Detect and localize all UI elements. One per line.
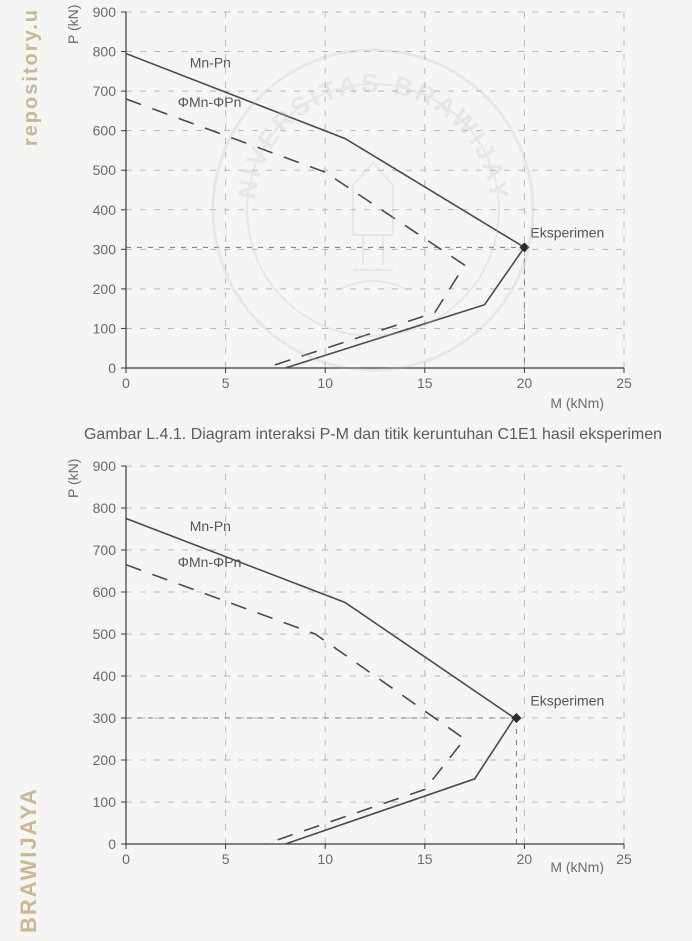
y-tick-label: 400 (93, 668, 117, 684)
marker-label: Eksperimen (530, 692, 604, 708)
x-tick-label: 0 (122, 851, 130, 867)
x-tick-label: 25 (616, 375, 632, 391)
y-tick-label: 300 (93, 241, 117, 257)
y-tick-label: 700 (93, 83, 117, 99)
y-tick-label: 0 (108, 836, 116, 852)
watermark-bottom-text: BRAWIJAYA (16, 787, 42, 933)
y-tick-label: 100 (93, 794, 117, 810)
y-axis-label: P (kN) (65, 459, 81, 498)
grid-h (126, 466, 624, 802)
page: 01002003004005006007008009000510152025P … (54, 0, 692, 941)
x-tick-label: 5 (222, 375, 230, 391)
series-label-Mn-Pn: Mn-Pn (190, 54, 231, 70)
chart1-wrap: 0 100 200 300 400 500 600 700 800 900 0 5 10 15 20 25 P … (54, 0, 692, 420)
grid-v (226, 12, 624, 368)
y-tick-label: 500 (93, 162, 117, 178)
y-tick-label: 800 (93, 500, 117, 516)
x-tick-label: 20 (517, 375, 533, 391)
watermark-sidebar: repository.u BRAWIJAYA (10, 0, 46, 941)
x-axis-label: M (kNm) (550, 395, 604, 411)
grid-v (226, 466, 624, 844)
y-tick-label: 500 (93, 626, 117, 642)
watermark-top-text: repository.u (20, 8, 43, 146)
chart2-wrap: 0 100 200 300 400 500 600 700 800 900 0 5 10 15 20 25 P … (54, 454, 692, 874)
x-tick-label: 25 (616, 851, 632, 867)
series-label-Mn-Pn: Mn-Pn (190, 518, 231, 534)
y-tick-label: 900 (93, 4, 117, 20)
marker-diamond (519, 242, 529, 252)
x-tick-label: 5 (222, 851, 230, 867)
x-tick-label: 20 (517, 851, 533, 867)
y-tick-label: 600 (93, 584, 117, 600)
y-tick-label: 100 (93, 320, 117, 336)
series-label-PhiMn-PhiPn: ΦMn-ΦPn (178, 94, 242, 110)
x-tick-label: 0 (122, 375, 130, 391)
x-tick-label: 10 (317, 851, 333, 867)
y-tick-label: 800 (93, 44, 117, 60)
y-tick-label: 700 (93, 542, 117, 558)
y-tick-label: 600 (93, 123, 117, 139)
caption1: Gambar L.4.1. Diagram interaksi P-M dan … (54, 426, 692, 444)
y-tick-label: 300 (93, 710, 117, 726)
marker-label: Eksperimen (530, 224, 604, 240)
y-tick-label: 400 (93, 202, 117, 218)
y-tick-label: 900 (93, 458, 117, 474)
x-tick-label: 10 (317, 375, 333, 391)
y-tick-label: 200 (93, 281, 117, 297)
x-tick-label: 15 (417, 851, 433, 867)
y-tick-label: 0 (108, 360, 116, 376)
x-axis-label: M (kNm) (550, 859, 604, 874)
chart1: 0 100 200 300 400 500 600 700 800 900 0 5 10 15 20 25 P … (54, 0, 654, 420)
y-tick-label: 200 (93, 752, 117, 768)
x-tick-label: 15 (417, 375, 433, 391)
chart2: 0 100 200 300 400 500 600 700 800 900 0 5 10 15 20 25 P … (54, 454, 654, 874)
series-label-PhiMn-PhiPn: ΦMn-ΦPn (178, 554, 242, 570)
y-axis-label: P (kN) (65, 5, 81, 44)
